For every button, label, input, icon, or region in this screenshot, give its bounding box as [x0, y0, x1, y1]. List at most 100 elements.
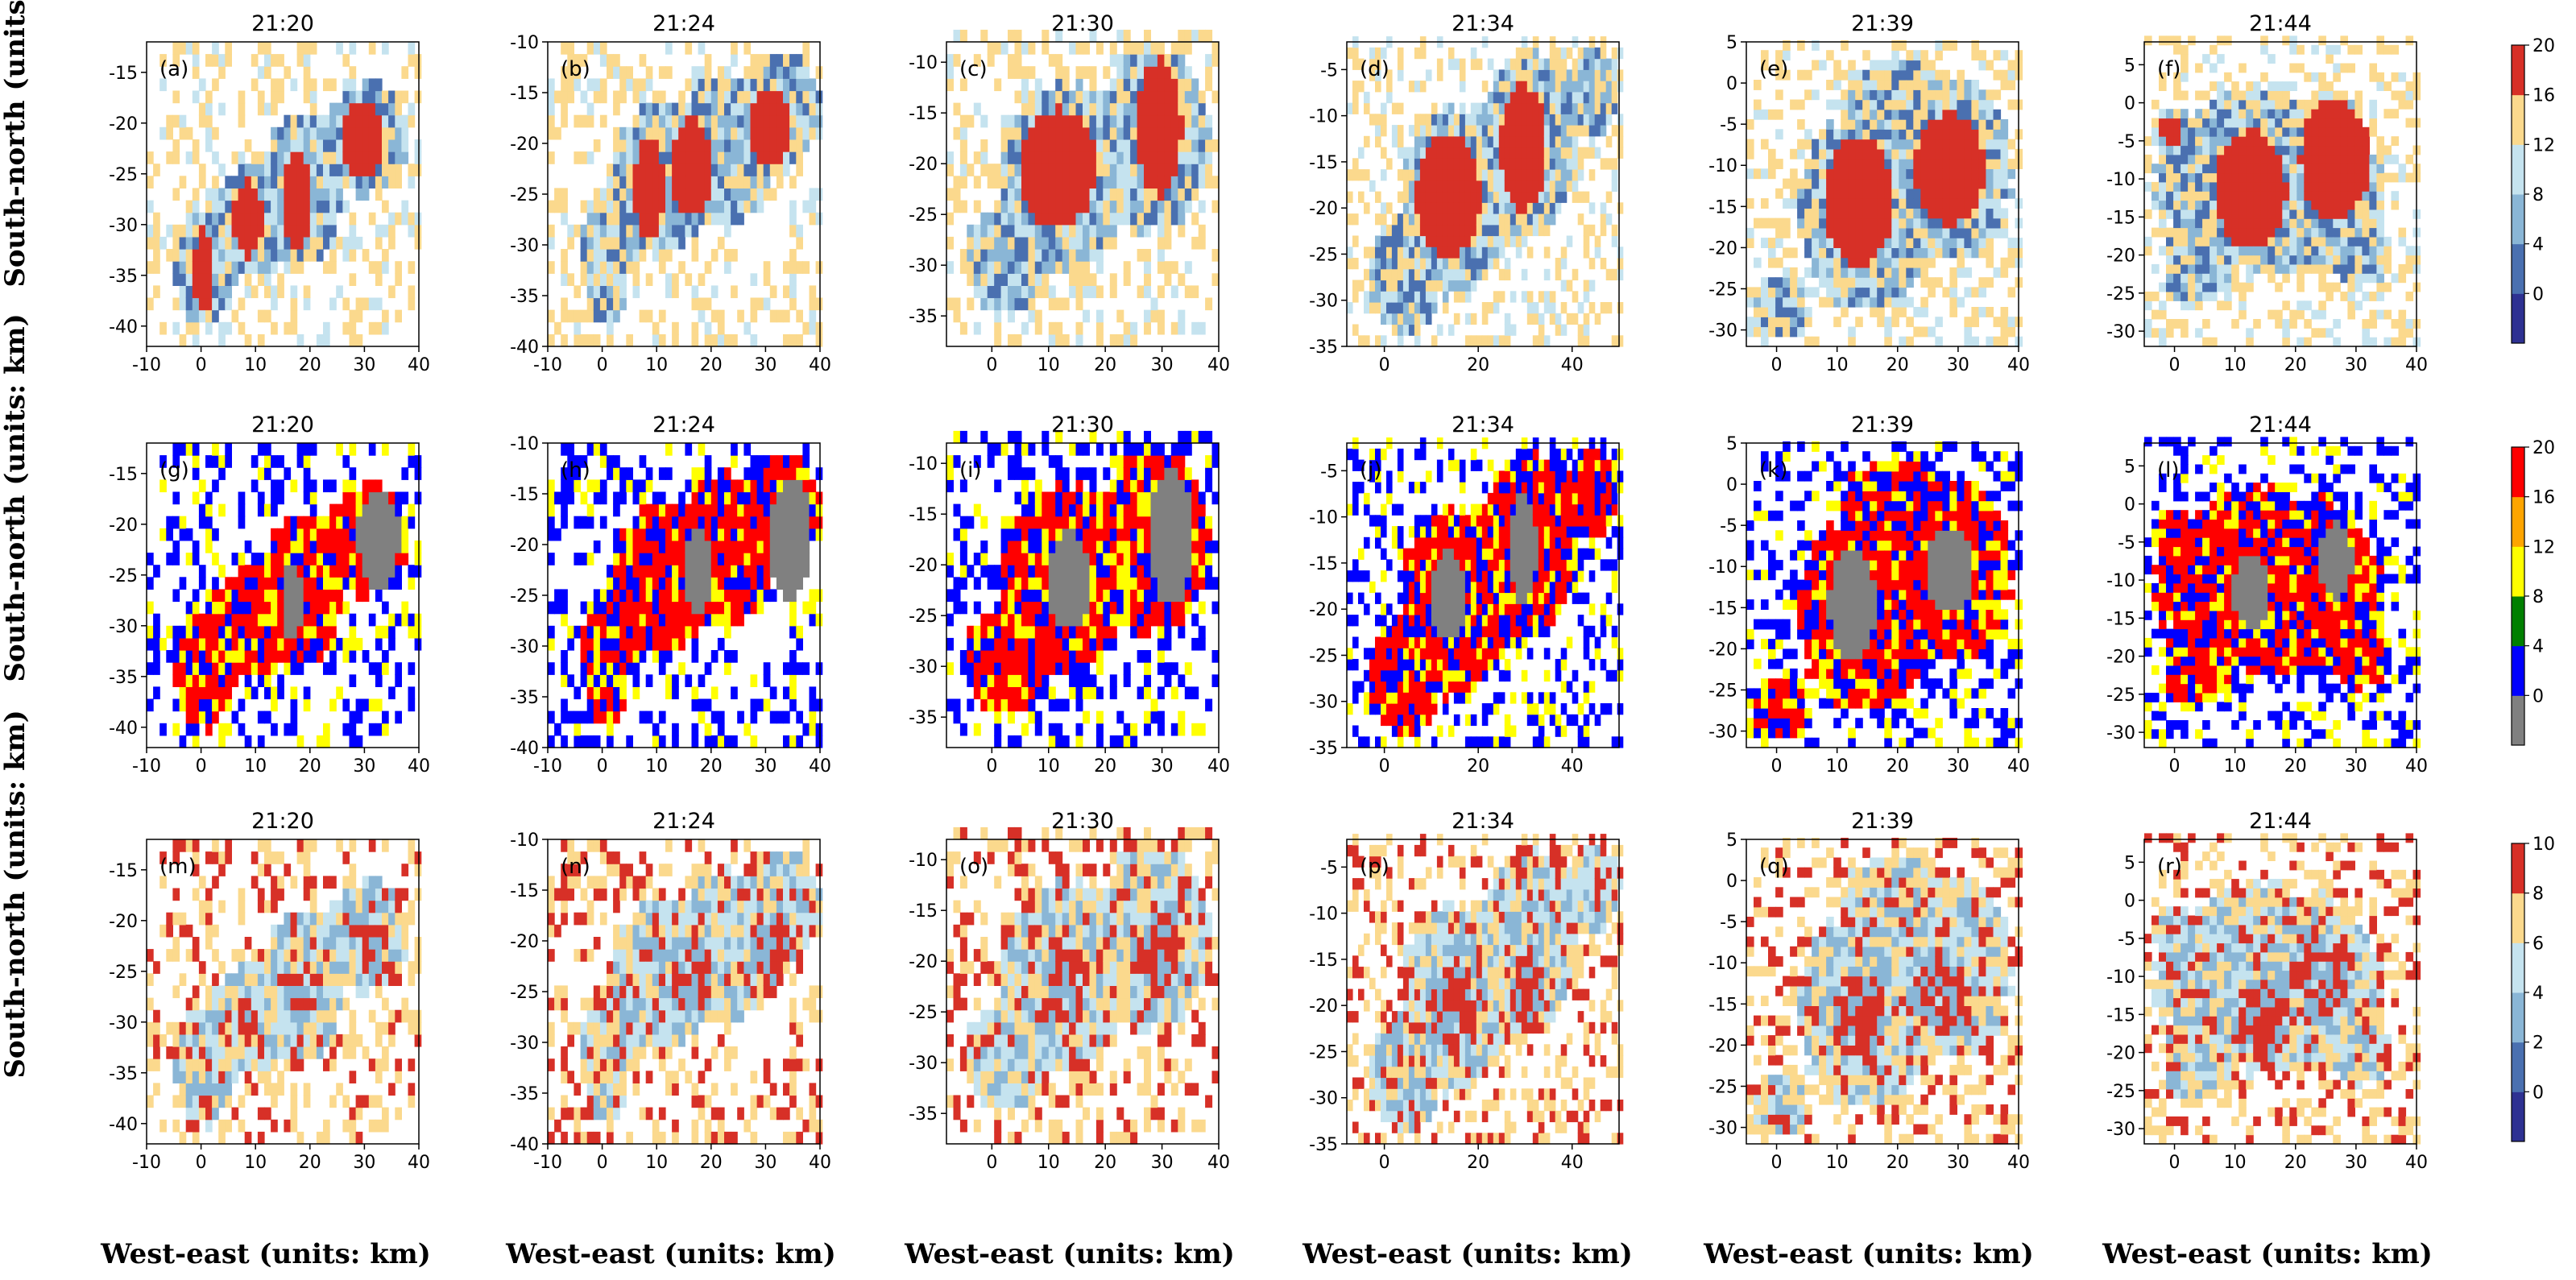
y-tick-label: -25	[510, 185, 539, 205]
heatmap-cell	[1198, 321, 1206, 335]
heatmap-cell	[698, 176, 706, 188]
heatmap-cell	[1920, 227, 1928, 238]
heatmap-cell	[2231, 126, 2239, 137]
heatmap-cell	[2202, 263, 2210, 274]
heatmap-cell	[2318, 154, 2326, 164]
heatmap-cell	[323, 723, 330, 736]
heatmap-cell	[2202, 90, 2210, 101]
heatmap-cell	[658, 309, 666, 323]
heatmap-cell	[802, 42, 810, 55]
heatmap-cell	[1391, 258, 1398, 270]
heatmap-cell	[2007, 159, 2016, 169]
heatmap-cell	[599, 78, 607, 92]
heatmap-cell	[290, 212, 298, 226]
heatmap-cell	[1436, 246, 1443, 259]
heatmap-cell	[2188, 118, 2196, 128]
heatmap-cell	[2180, 263, 2189, 274]
heatmap-cell	[639, 102, 647, 116]
heatmap-cell	[2296, 263, 2305, 274]
heatmap-cell	[1913, 178, 1921, 189]
heatmap-cell	[1453, 235, 1460, 247]
heatmap-cell	[212, 54, 219, 67]
heatmap-cell	[1848, 129, 1856, 140]
heatmap-cell	[238, 698, 246, 712]
heatmap-cell	[1205, 126, 1213, 140]
heatmap-cell	[2333, 164, 2341, 174]
heatmap-cell	[750, 297, 758, 311]
heatmap-cell	[2253, 218, 2261, 229]
heatmap-cell	[710, 309, 719, 323]
heatmap-cell	[750, 273, 758, 286]
heatmap-cell	[1470, 180, 1477, 193]
heatmap-cell	[1862, 227, 1870, 238]
heatmap-cell	[218, 625, 226, 639]
heatmap-cell	[1913, 188, 1921, 199]
heatmap-cell	[362, 126, 370, 140]
heatmap-cell	[1549, 58, 1556, 70]
heatmap-cell	[1877, 287, 1885, 298]
heatmap-cell	[1504, 313, 1511, 325]
heatmap-cell	[355, 164, 363, 176]
heatmap-cell	[2209, 236, 2218, 246]
heatmap-cell	[303, 42, 311, 55]
heatmap-cell	[1381, 268, 1387, 281]
heatmap-cell	[296, 249, 304, 262]
heatmap-cell	[1498, 114, 1505, 126]
heatmap-cell	[639, 151, 647, 164]
heatmap-cell	[1493, 202, 1500, 214]
heatmap-cell	[987, 273, 995, 286]
heatmap-cell	[2195, 181, 2203, 192]
heatmap-cell	[2296, 209, 2305, 219]
heatmap-cell	[1386, 280, 1393, 292]
heatmap-cell	[763, 54, 771, 67]
heatmap-cell	[1555, 114, 1562, 126]
heatmap-cell	[1906, 227, 1914, 238]
heatmap-cell	[1109, 42, 1117, 55]
heatmap-cell	[710, 212, 719, 226]
heatmap-cell	[2267, 236, 2276, 246]
heatmap-cell	[1538, 224, 1545, 237]
heatmap-cell	[1042, 285, 1050, 299]
heatmap-cell	[2224, 136, 2232, 147]
heatmap-cell	[2289, 164, 2297, 174]
heatmap-cell	[257, 613, 265, 627]
heatmap-cell	[225, 625, 232, 639]
heatmap-cell	[166, 650, 173, 663]
heatmap-cell	[607, 236, 614, 250]
heatmap-cell	[1170, 212, 1178, 226]
heatmap-cell	[2246, 164, 2254, 174]
heatmap-cell	[172, 674, 180, 687]
heatmap-cell	[1783, 178, 1791, 189]
heatmap-cell	[1906, 168, 1914, 180]
heatmap-cell	[2246, 154, 2254, 164]
heatmap-cell	[1476, 158, 1483, 170]
heatmap-cell	[769, 151, 777, 164]
heatmap-cell	[665, 212, 673, 226]
heatmap-cell	[724, 188, 731, 201]
heatmap-cell	[303, 516, 311, 529]
heatmap-cell	[1986, 198, 1994, 209]
heatmap-cell	[645, 151, 653, 164]
heatmap-cell	[2304, 118, 2312, 128]
heatmap-cell	[1476, 213, 1483, 226]
heatmap-cell	[1549, 125, 1556, 137]
heatmap-cell	[626, 66, 633, 79]
heatmap-cell	[1572, 69, 1579, 81]
heatmap-cell	[296, 565, 304, 578]
heatmap-cell	[724, 114, 731, 128]
heatmap-cell	[731, 90, 738, 104]
heatmap-cell	[1761, 287, 1769, 298]
heatmap-cell	[2275, 263, 2283, 274]
heatmap-cell	[698, 139, 706, 152]
panel-title: 21:30	[1051, 11, 1114, 36]
heatmap-cell	[172, 54, 180, 67]
heatmap-cell	[2369, 209, 2377, 219]
heatmap-cell	[2144, 246, 2152, 256]
heatmap-cell	[665, 285, 673, 299]
heatmap-cell	[205, 710, 213, 724]
heatmap-cell	[2340, 118, 2348, 128]
heatmap-cell	[1144, 285, 1151, 299]
heatmap-cell	[257, 601, 265, 615]
heatmap-cell	[2267, 209, 2276, 219]
heatmap-cell	[192, 698, 200, 712]
